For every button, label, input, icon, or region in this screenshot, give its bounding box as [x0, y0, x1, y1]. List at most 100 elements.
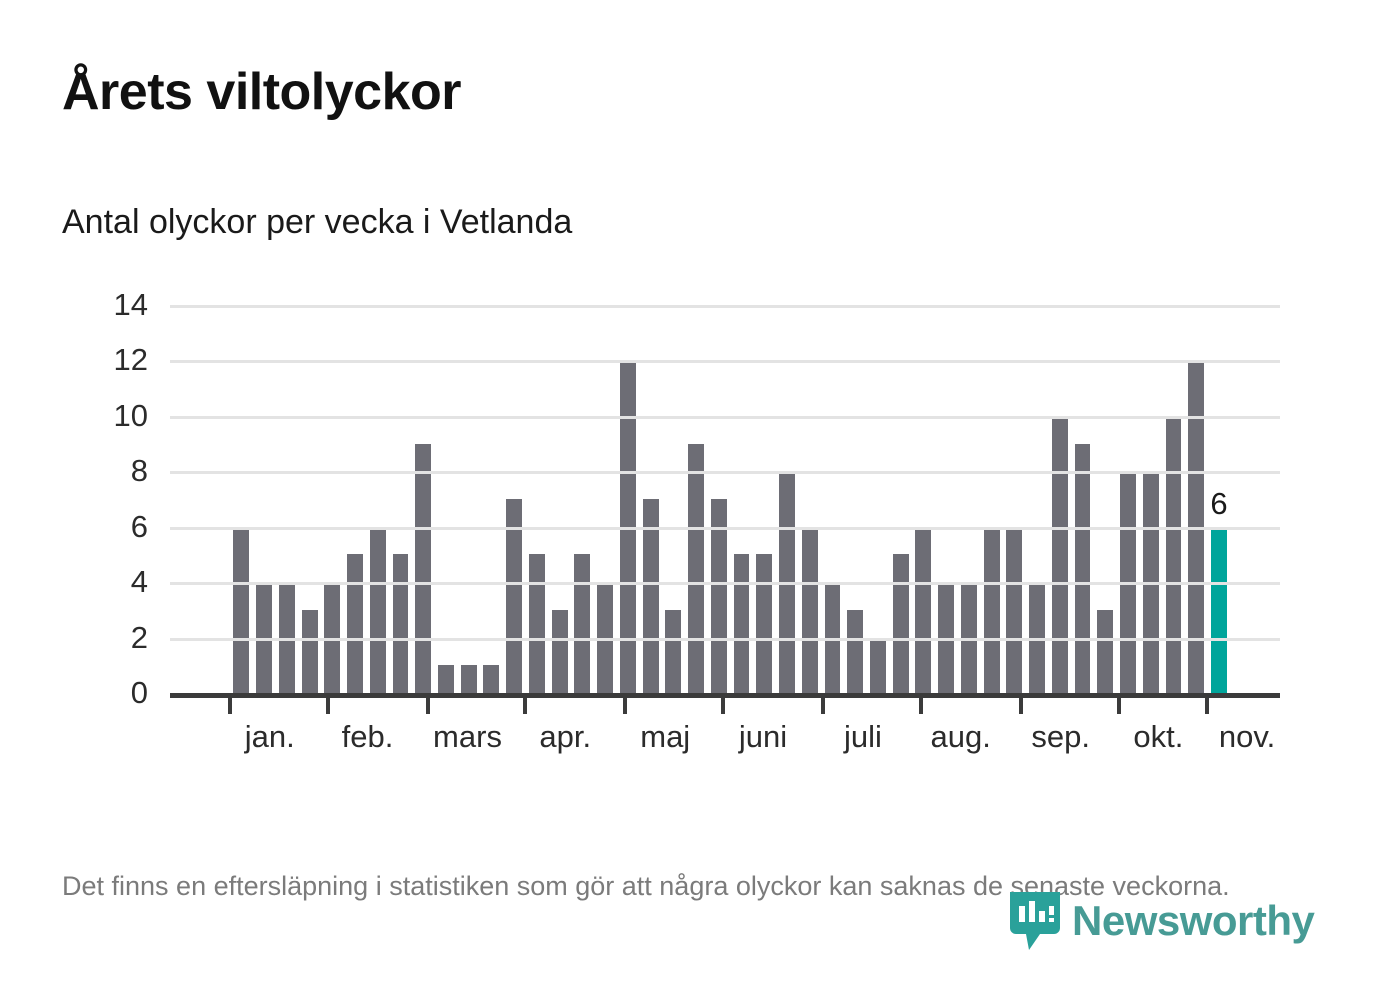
bar[interactable]: [710, 499, 727, 693]
y-axis-tick-label: 4: [130, 564, 148, 600]
bar[interactable]: [1097, 609, 1114, 693]
bar[interactable]: [438, 665, 454, 693]
x-axis-tick: [523, 698, 528, 714]
bar-slot[interactable]: [844, 305, 867, 693]
bar-value-label: 6: [1210, 485, 1228, 521]
bar[interactable]: [369, 526, 386, 693]
x-axis-month-label: feb.: [341, 719, 394, 754]
bar-slot[interactable]: [435, 305, 458, 693]
x-axis-line: [170, 693, 1280, 698]
bar[interactable]: [1006, 526, 1023, 693]
bar[interactable]: [847, 609, 864, 693]
bar-slot[interactable]: [548, 305, 571, 693]
bar[interactable]: [551, 609, 568, 693]
bar-slot[interactable]: [526, 305, 549, 693]
bar-slot[interactable]: [753, 305, 776, 693]
bar-slot[interactable]: 6: [1208, 305, 1231, 693]
bar-slot[interactable]: [1094, 305, 1117, 693]
bar-highlighted[interactable]: 6: [1210, 488, 1228, 693]
bar-slot[interactable]: [503, 305, 526, 693]
x-axis-month-label: sep.: [1031, 719, 1090, 754]
bar-slot[interactable]: [230, 305, 253, 693]
y-axis-tick-label: 12: [113, 342, 148, 378]
bar[interactable]: [1051, 415, 1068, 693]
gridline: [170, 360, 1280, 364]
gridline: [170, 305, 1280, 308]
gridline: [170, 637, 1280, 641]
bar[interactable]: [460, 665, 477, 693]
bar-slot[interactable]: [662, 305, 685, 693]
bar-slot[interactable]: [571, 305, 594, 693]
bar-slot[interactable]: [889, 305, 912, 693]
chart-subtitle: Antal olyckor per vecka i Vetlanda: [62, 203, 573, 241]
bar[interactable]: [869, 637, 886, 693]
gridline: [170, 526, 1280, 530]
bar[interactable]: [1074, 443, 1091, 693]
bar[interactable]: [642, 499, 659, 693]
bar-slot[interactable]: [298, 305, 321, 693]
bar-slot[interactable]: [344, 305, 367, 693]
bar-slot[interactable]: [457, 305, 480, 693]
bar-slot[interactable]: [1071, 305, 1094, 693]
x-axis-month-label: juni: [738, 719, 788, 754]
x-axis-month-label: maj: [640, 719, 691, 754]
bar-slot[interactable]: [912, 305, 935, 693]
x-axis-tick: [918, 698, 923, 714]
y-axis-tick-label: 6: [130, 508, 148, 544]
bar[interactable]: [233, 526, 250, 693]
x-axis-tick: [1116, 698, 1121, 714]
bar[interactable]: [301, 609, 318, 693]
bar-slot[interactable]: [1003, 305, 1026, 693]
bar[interactable]: [892, 554, 909, 693]
newsworthy-wordmark: Newsworthy: [1072, 897, 1315, 944]
y-axis-tick-label: 8: [130, 453, 148, 489]
x-axis-month-label: mars: [433, 719, 502, 754]
page-title: Årets viltolyckor: [62, 63, 462, 121]
bar-slot[interactable]: [730, 305, 753, 693]
x-axis-month-label: nov.: [1218, 719, 1276, 754]
gridline: [170, 471, 1280, 475]
x-axis-month-label: aug.: [930, 719, 991, 754]
bar-slot[interactable]: [798, 305, 821, 693]
bar-slot[interactable]: [685, 305, 708, 693]
bar-slot[interactable]: [389, 305, 412, 693]
bar[interactable]: [415, 443, 432, 693]
x-axis-tick: [721, 698, 726, 714]
bar[interactable]: [665, 609, 682, 693]
newsworthy-bars-shield-icon: [1010, 892, 1060, 950]
bar-chart: 6 0 2 4 6 8 10 12 14 jan. feb. mars apr. maj juni jul…: [62, 285, 1322, 785]
bar[interactable]: [801, 526, 818, 693]
bar[interactable]: [506, 499, 523, 693]
x-axis-tick: [1018, 698, 1023, 714]
bar[interactable]: [483, 665, 500, 693]
x-axis-month-label: jan.: [244, 719, 295, 754]
bar[interactable]: [733, 554, 750, 693]
bar[interactable]: [983, 526, 1000, 693]
y-axis-tick-label: 10: [113, 397, 148, 433]
bar[interactable]: [688, 443, 704, 693]
bar[interactable]: [756, 554, 773, 693]
x-axis-month-label: okt.: [1133, 719, 1184, 754]
bar-slot[interactable]: [366, 305, 389, 693]
x-axis-month-label: juli: [844, 719, 882, 754]
bar[interactable]: [347, 554, 363, 693]
bar-slot[interactable]: [1162, 305, 1185, 693]
bar[interactable]: [528, 554, 545, 693]
x-axis-tick: [623, 698, 628, 714]
bar-slot[interactable]: [1048, 305, 1071, 693]
x-axis-tick: [425, 698, 430, 714]
bar-slot[interactable]: [707, 305, 730, 693]
x-axis-tick: [325, 698, 330, 714]
bar-slot[interactable]: [480, 305, 503, 693]
bar-slot[interactable]: [639, 305, 662, 693]
newsworthy-logo: Newsworthy: [1008, 890, 1315, 952]
bar[interactable]: [574, 554, 591, 693]
bar-slot[interactable]: [412, 305, 435, 693]
bar[interactable]: [392, 554, 409, 693]
bar[interactable]: [915, 526, 932, 693]
bar[interactable]: [1165, 415, 1182, 693]
bar-slot[interactable]: [867, 305, 890, 693]
plot-area: 6 0 2 4 6 8 10 12 14: [114, 287, 1280, 710]
bar-slot[interactable]: [980, 305, 1003, 693]
